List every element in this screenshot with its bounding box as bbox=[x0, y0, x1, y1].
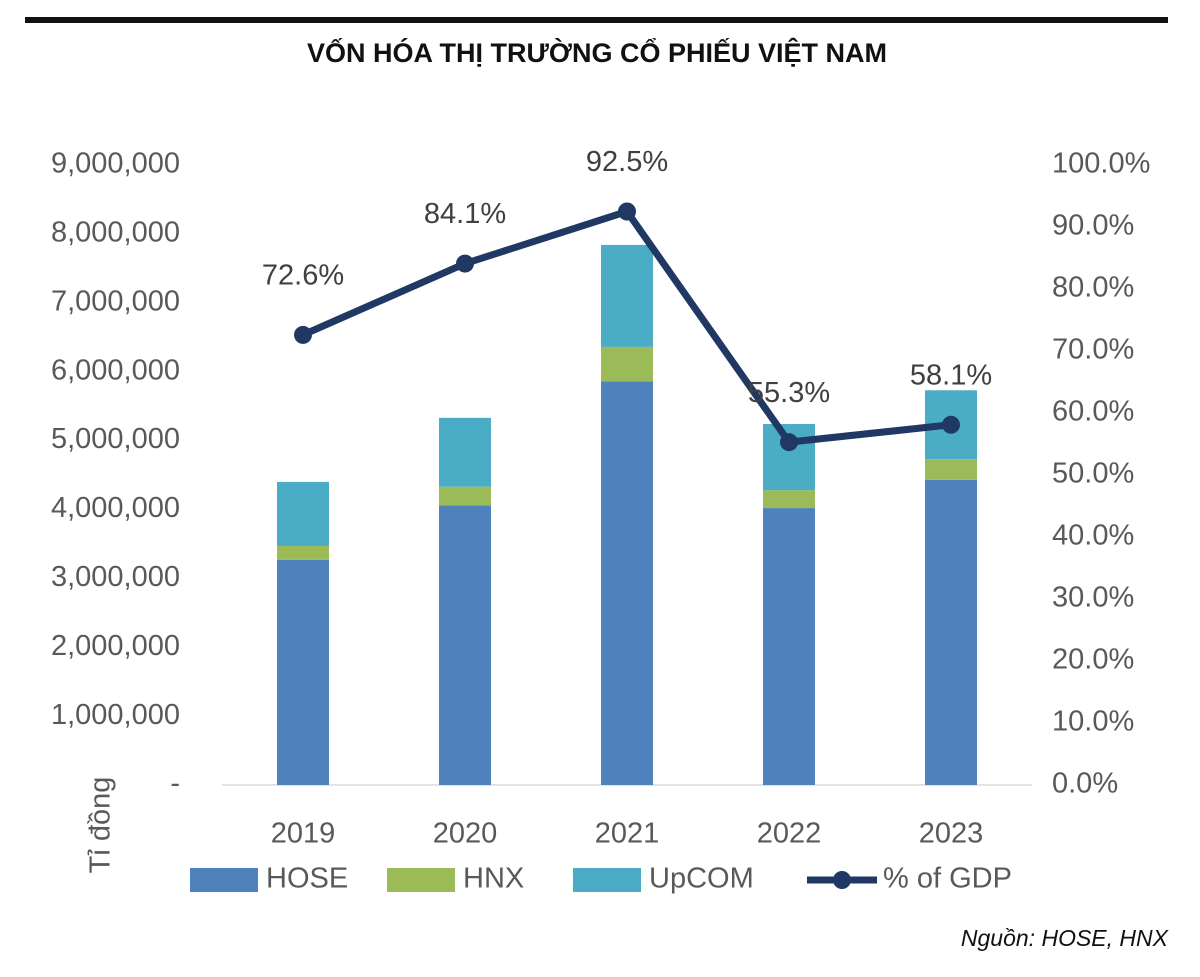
x-tick-label: 2022 bbox=[757, 818, 822, 850]
legend-swatch bbox=[190, 868, 258, 892]
legend-label: HNX bbox=[463, 863, 524, 895]
data-label: 55.3% bbox=[748, 377, 830, 409]
bar bbox=[439, 505, 491, 785]
top-rule bbox=[25, 17, 1168, 23]
y2-tick-label: 10.0% bbox=[1052, 706, 1134, 738]
bar bbox=[763, 508, 815, 785]
x-tick-label: 2020 bbox=[433, 818, 498, 850]
legend-label: HOSE bbox=[266, 863, 348, 895]
legend-swatch bbox=[387, 868, 455, 892]
bar bbox=[277, 559, 329, 785]
x-tick-label: 2023 bbox=[919, 818, 984, 850]
data-label: 58.1% bbox=[910, 359, 992, 391]
y-tick-label: 2,000,000 bbox=[51, 630, 180, 662]
bar bbox=[601, 346, 653, 382]
y2-tick-label: 100.0% bbox=[1052, 148, 1150, 180]
y-tick-label: 6,000,000 bbox=[51, 354, 180, 386]
legend-swatch bbox=[573, 868, 641, 892]
legend-label: % of GDP bbox=[883, 863, 1012, 895]
line-marker bbox=[780, 433, 798, 452]
line-marker bbox=[942, 415, 960, 434]
bar bbox=[277, 545, 329, 560]
y-axis-label: Tỉ đồng bbox=[85, 777, 117, 874]
line-marker bbox=[618, 202, 636, 221]
y2-tick-label: 60.0% bbox=[1052, 396, 1134, 428]
data-label: 72.6% bbox=[262, 260, 344, 292]
bar bbox=[925, 479, 977, 785]
data-label: 84.1% bbox=[424, 198, 506, 230]
y-tick-label: 7,000,000 bbox=[51, 285, 180, 317]
legend-label: UpCOM bbox=[649, 863, 754, 895]
y-tick-label: 5,000,000 bbox=[51, 423, 180, 455]
y2-tick-label: 30.0% bbox=[1052, 582, 1134, 614]
y-tick-label: 4,000,000 bbox=[51, 492, 180, 524]
bar bbox=[277, 481, 329, 546]
line-marker bbox=[456, 254, 474, 273]
bar bbox=[763, 490, 815, 509]
y2-tick-label: 50.0% bbox=[1052, 458, 1134, 490]
data-label: 92.5% bbox=[586, 146, 668, 178]
legend-marker bbox=[833, 871, 851, 889]
y-tick-label: 8,000,000 bbox=[51, 217, 180, 249]
y-tick-label: 9,000,000 bbox=[51, 148, 180, 180]
line-marker bbox=[294, 325, 312, 344]
bar bbox=[925, 459, 977, 480]
y2-tick-label: 90.0% bbox=[1052, 210, 1134, 242]
y2-tick-label: 80.0% bbox=[1052, 272, 1134, 304]
y2-tick-label: 40.0% bbox=[1052, 520, 1134, 552]
bar bbox=[439, 486, 491, 506]
x-tick-label: 2019 bbox=[271, 818, 336, 850]
bar bbox=[601, 244, 653, 347]
y2-tick-label: 70.0% bbox=[1052, 334, 1134, 366]
bar bbox=[601, 381, 653, 785]
y-tick-label: - bbox=[170, 768, 180, 800]
y-tick-label: 3,000,000 bbox=[51, 561, 180, 593]
chart-title: VỐN HÓA THỊ TRƯỜNG CỔ PHIẾU VIỆT NAM bbox=[307, 36, 887, 68]
source: Nguồn: HOSE, HNX bbox=[961, 925, 1170, 951]
x-tick-label: 2021 bbox=[595, 818, 660, 850]
bar bbox=[439, 417, 491, 487]
y2-tick-label: 20.0% bbox=[1052, 644, 1134, 676]
y2-tick-label: 0.0% bbox=[1052, 768, 1118, 800]
y-tick-label: 1,000,000 bbox=[51, 699, 180, 731]
